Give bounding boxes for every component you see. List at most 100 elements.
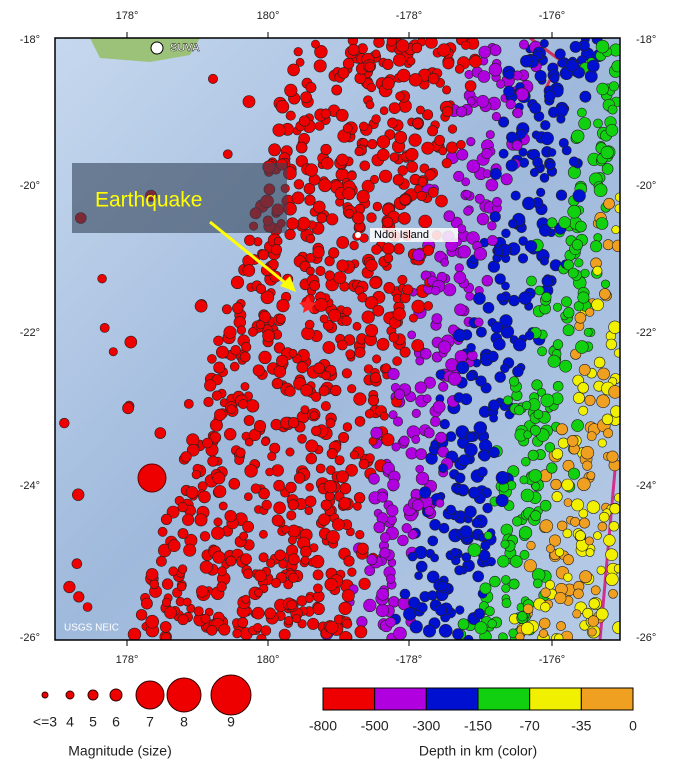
earthquake-dot bbox=[300, 546, 311, 557]
left-tick-label: -18° bbox=[20, 34, 40, 46]
earthquake-dot bbox=[377, 149, 389, 161]
earthquake-dot bbox=[465, 81, 476, 92]
earthquake-dot bbox=[343, 619, 352, 628]
earthquake-dot bbox=[502, 599, 511, 608]
earthquake-dot bbox=[602, 414, 613, 425]
earthquake-dot bbox=[261, 438, 269, 446]
earthquake-dot bbox=[597, 83, 609, 95]
earthquake-dot bbox=[557, 521, 567, 531]
earthquake-dot bbox=[538, 347, 547, 356]
earthquake-dot bbox=[74, 592, 85, 603]
earthquake-dot bbox=[552, 449, 563, 460]
earthquake-dot bbox=[177, 582, 186, 591]
earthquake-dot bbox=[366, 259, 378, 271]
earthquake-dot bbox=[72, 559, 82, 569]
earthquake-dot bbox=[412, 500, 423, 511]
earthquake-dot bbox=[559, 138, 568, 147]
earthquake-dot bbox=[199, 491, 211, 503]
earthquake-dot bbox=[519, 292, 532, 305]
earthquake-dot bbox=[325, 271, 335, 281]
earthquake-dot bbox=[342, 316, 352, 326]
earthquake-dot bbox=[265, 608, 276, 619]
earthquake-dot bbox=[208, 74, 217, 83]
earthquake-dot bbox=[305, 507, 313, 515]
earthquake-dot bbox=[274, 502, 286, 514]
earthquake-dot bbox=[572, 240, 583, 251]
earthquake-dot bbox=[581, 269, 590, 278]
magnitude-label: 8 bbox=[180, 714, 188, 730]
earthquake-dot bbox=[343, 188, 355, 200]
earthquake-dot bbox=[396, 39, 409, 52]
earthquake-dot bbox=[604, 198, 615, 209]
earthquake-dot bbox=[596, 218, 608, 230]
earthquake-dot bbox=[337, 260, 349, 272]
earthquake-dot bbox=[502, 229, 511, 238]
earthquake-dot bbox=[184, 399, 193, 408]
earthquake-dot bbox=[207, 625, 217, 635]
earthquake-dot bbox=[393, 417, 402, 426]
earthquake-dot bbox=[527, 276, 537, 286]
earthquake-dot bbox=[383, 59, 394, 70]
earthquake-dot bbox=[583, 461, 593, 471]
earthquake-dot bbox=[476, 327, 486, 337]
earthquake-dot bbox=[436, 605, 447, 616]
earthquake-dot bbox=[365, 62, 375, 72]
earthquake-dot bbox=[319, 386, 329, 396]
earthquake-dot bbox=[480, 583, 491, 594]
earthquake-dot bbox=[263, 330, 275, 342]
earthquake-dot bbox=[285, 84, 298, 97]
earthquake-dot bbox=[338, 432, 348, 442]
earthquake-dot bbox=[407, 161, 418, 172]
depth-label: -150 bbox=[464, 718, 492, 734]
earthquake-dot bbox=[207, 354, 216, 363]
right-tick-label: -26° bbox=[636, 632, 656, 644]
bottom-tick-label: 180° bbox=[257, 654, 280, 666]
earthquake-dot bbox=[561, 297, 571, 307]
earthquake-dot bbox=[532, 482, 540, 490]
depth-label: 0 bbox=[629, 718, 637, 734]
earthquake-dot bbox=[388, 118, 398, 128]
earthquake-dot bbox=[556, 621, 565, 630]
earthquake-dot bbox=[392, 443, 400, 451]
earthquake-dot bbox=[298, 217, 310, 229]
earthquake-dot bbox=[439, 147, 447, 155]
earthquake-dot bbox=[394, 389, 405, 400]
earthquake-dot bbox=[428, 591, 438, 601]
earthquake-dot bbox=[365, 409, 374, 418]
earthquake-dot bbox=[534, 410, 543, 419]
earthquake-dot bbox=[178, 528, 188, 538]
earthquake-dot bbox=[212, 391, 222, 401]
earthquake-dot bbox=[125, 336, 137, 348]
earthquake-dot bbox=[288, 64, 300, 76]
earthquake-dot bbox=[222, 305, 231, 314]
earthquake-dot bbox=[482, 275, 493, 286]
earthquake-dot bbox=[321, 144, 332, 155]
earthquake-dot bbox=[520, 550, 529, 559]
earthquake-dot bbox=[416, 472, 429, 485]
earthquake-dot bbox=[326, 419, 335, 428]
earthquake-dot bbox=[141, 598, 152, 609]
earthquake-dot bbox=[227, 405, 236, 414]
earthquake-dot bbox=[255, 589, 263, 597]
earthquake-dot bbox=[436, 195, 448, 207]
earthquake-dot bbox=[521, 489, 534, 502]
earthquake-dot bbox=[612, 240, 624, 252]
depth-swatch bbox=[323, 688, 375, 710]
top-tick-label: 178° bbox=[116, 10, 139, 22]
earthquake-dot bbox=[541, 588, 551, 598]
earthquake-dot bbox=[424, 301, 433, 310]
earthquake-dot bbox=[556, 190, 567, 201]
earthquake-dot bbox=[186, 486, 198, 498]
earthquake-dot bbox=[305, 164, 318, 177]
earthquake-dot bbox=[444, 211, 455, 222]
earthquake-dot bbox=[598, 522, 607, 531]
earthquake-dot bbox=[500, 364, 509, 373]
earthquake-dot bbox=[540, 257, 548, 265]
earthquake-dot bbox=[458, 619, 469, 630]
earthquake-dot bbox=[458, 245, 471, 258]
earthquake-dot bbox=[592, 299, 604, 311]
earthquake-dot bbox=[412, 339, 424, 351]
earthquake-dot bbox=[612, 226, 620, 234]
earthquake-dot bbox=[354, 492, 365, 503]
earthquake-dot bbox=[254, 420, 266, 432]
